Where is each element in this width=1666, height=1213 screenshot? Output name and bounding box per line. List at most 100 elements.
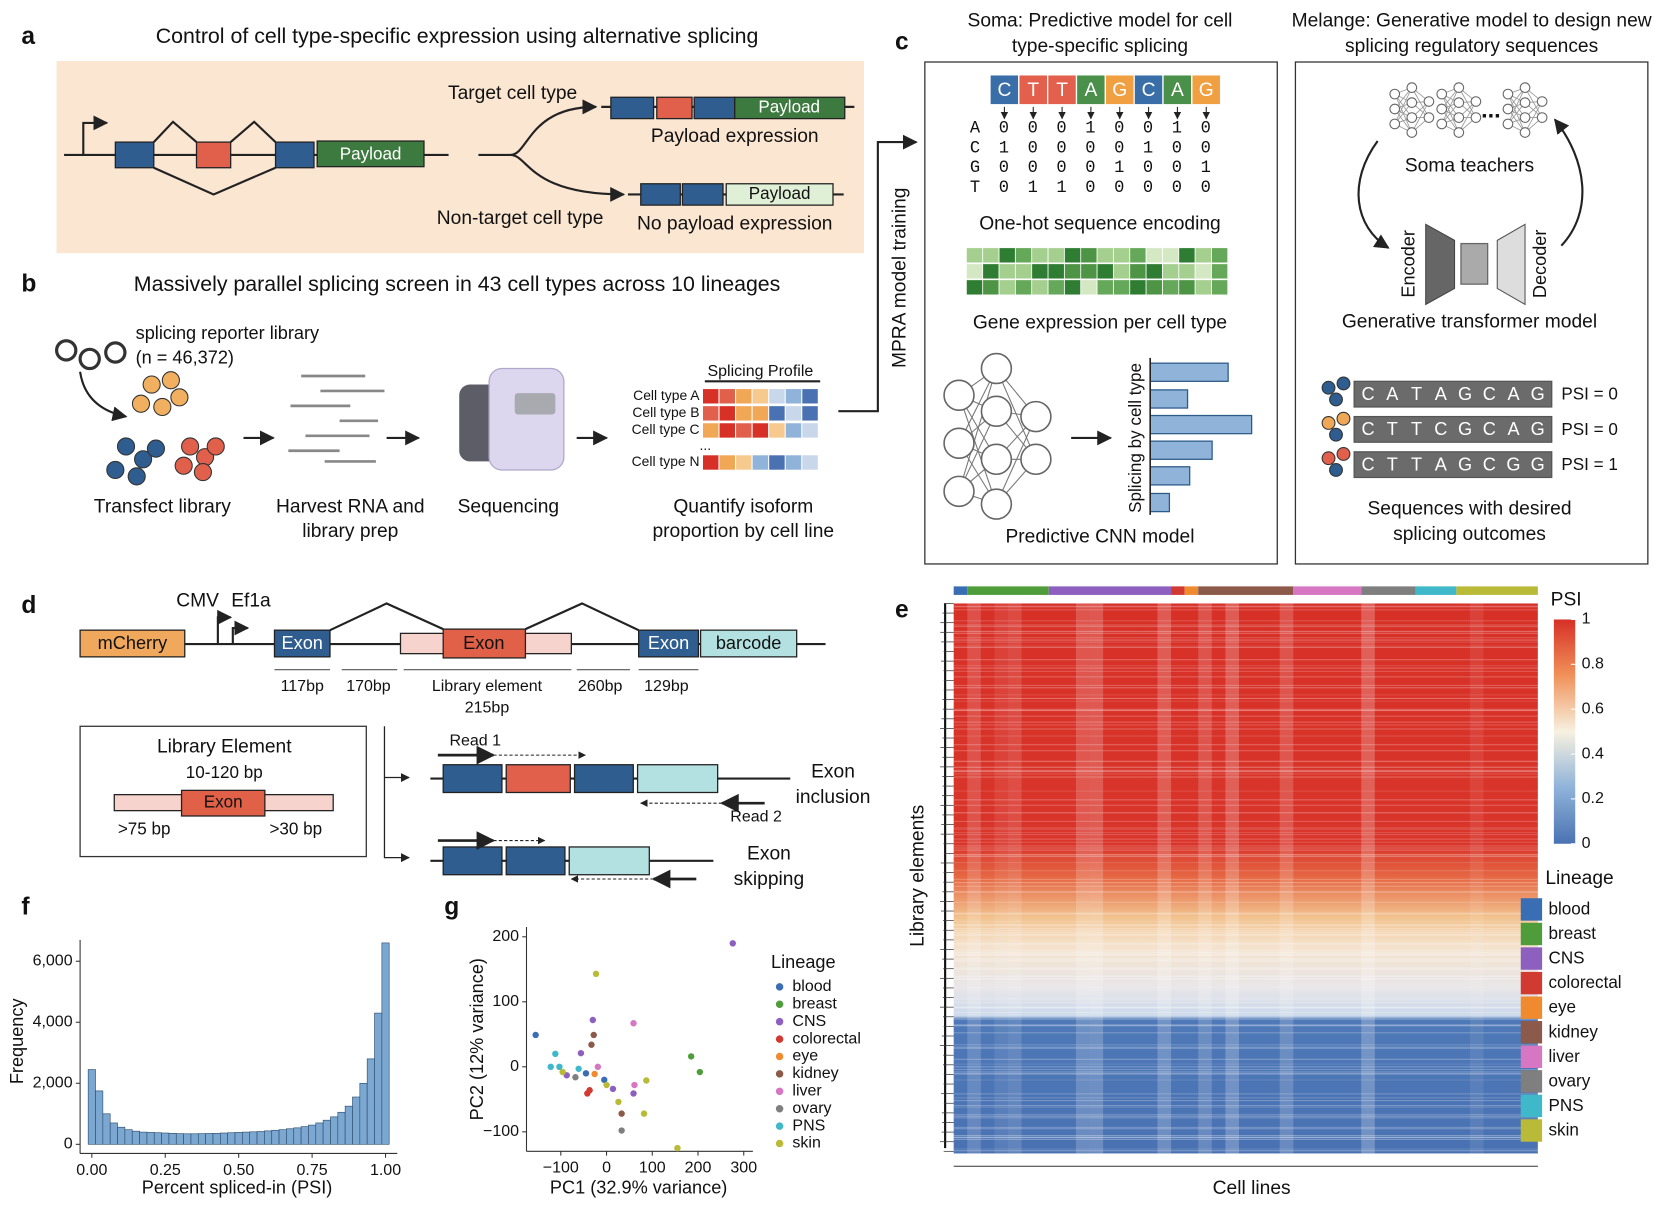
exon xyxy=(656,96,693,120)
label: inclusion xyxy=(796,787,871,808)
label: 0 xyxy=(1114,179,1124,198)
profile-cell xyxy=(735,454,753,471)
point xyxy=(590,1031,597,1039)
profile-cell xyxy=(752,422,769,439)
point xyxy=(729,940,736,947)
nn-node xyxy=(943,475,975,508)
bar xyxy=(381,942,390,1145)
label: Soma: Predictive model for cell xyxy=(968,11,1233,32)
bar xyxy=(153,1132,162,1145)
label: ... xyxy=(700,437,712,453)
point xyxy=(586,1087,593,1094)
label: 0 xyxy=(1143,120,1153,139)
expression-cell xyxy=(998,263,1016,280)
x-tick-label: 200 xyxy=(685,1160,712,1177)
cell xyxy=(1321,416,1336,430)
base-tile xyxy=(989,74,1020,106)
label: 10-120 bp xyxy=(186,763,263,782)
point xyxy=(592,970,600,978)
legend-key xyxy=(1520,1119,1543,1142)
legend-key xyxy=(775,1104,784,1113)
expression-cell xyxy=(1145,279,1163,296)
panel-letter: a xyxy=(21,23,35,50)
bar xyxy=(124,1129,133,1145)
point xyxy=(588,1041,595,1048)
legend-key xyxy=(775,1087,784,1096)
lineage-bar xyxy=(1184,586,1199,595)
label: A xyxy=(1386,384,1399,404)
panel-box xyxy=(1294,61,1649,565)
heatmap-texture xyxy=(1008,603,1022,1154)
label: 1 xyxy=(1028,179,1038,198)
label: Exon xyxy=(282,633,323,653)
expression-cell xyxy=(1031,279,1049,296)
label: 0 xyxy=(1028,159,1038,178)
label: MPRA model training xyxy=(889,187,910,368)
cell xyxy=(1329,427,1343,442)
label: Payload expression xyxy=(651,126,819,147)
legend-label: PNS xyxy=(1549,1096,1584,1115)
nn-node xyxy=(1470,96,1482,107)
latent xyxy=(1460,242,1489,285)
label: library prep xyxy=(302,521,398,542)
colorbar-tick-label: 0 xyxy=(1582,835,1591,852)
label: 0 xyxy=(999,120,1009,139)
point xyxy=(603,1081,610,1089)
bar xyxy=(374,1012,383,1145)
label: 0 xyxy=(1056,140,1066,159)
label: Decoder xyxy=(1530,230,1550,299)
cell xyxy=(146,439,165,458)
label: 1 xyxy=(1143,140,1153,159)
cell xyxy=(1336,376,1351,391)
profile-cell xyxy=(702,454,719,471)
label: T xyxy=(1027,80,1039,101)
label: G xyxy=(1199,80,1214,101)
expression-cell xyxy=(1096,279,1114,296)
nn-edge xyxy=(958,395,997,505)
legend-label: skin xyxy=(792,1135,820,1152)
bar xyxy=(293,1127,302,1145)
label: G xyxy=(1458,419,1472,439)
nn-node xyxy=(1519,97,1531,108)
x-tick-label: 100 xyxy=(639,1160,666,1177)
legend-title: Lineage xyxy=(771,952,836,972)
label: PSI = 0 xyxy=(1561,420,1618,439)
expression-cell xyxy=(1129,247,1147,264)
label: Cell type B xyxy=(632,404,699,420)
expression-cell xyxy=(1194,247,1212,264)
legend-key xyxy=(1520,1070,1543,1093)
base-tile xyxy=(1191,74,1222,106)
expression-cell xyxy=(1145,247,1163,264)
nn-node xyxy=(1406,97,1418,108)
label: A xyxy=(1435,454,1448,474)
sequence-box xyxy=(1353,415,1553,443)
label: type-specific splicing xyxy=(1012,36,1188,57)
label: 0 xyxy=(1085,159,1095,178)
legend-key xyxy=(1520,922,1543,946)
label: (n = 46,372) xyxy=(136,348,234,368)
point xyxy=(630,1090,637,1097)
heatmap-texture xyxy=(1279,603,1294,1154)
expression-cell xyxy=(966,279,983,296)
cell xyxy=(193,463,212,482)
label: A xyxy=(970,120,981,139)
nn-node xyxy=(1406,82,1418,93)
label: C xyxy=(1483,384,1496,404)
bar xyxy=(234,1132,243,1145)
bar xyxy=(197,1133,206,1145)
panel-letter: g xyxy=(444,893,459,920)
label: Non-target cell type xyxy=(437,208,604,229)
expression-cell xyxy=(966,263,983,280)
bar xyxy=(315,1122,324,1145)
sequence-box xyxy=(1353,380,1553,408)
promoter-arrow xyxy=(231,620,250,645)
nn-node xyxy=(1519,127,1531,138)
expression-cell xyxy=(1145,263,1163,280)
point xyxy=(696,1068,704,1076)
barcode-block xyxy=(568,846,650,876)
expression-cell xyxy=(966,247,983,264)
label: 129bp xyxy=(644,678,689,695)
heatmap-texture xyxy=(1225,603,1239,1154)
lineage-bar xyxy=(953,586,968,595)
